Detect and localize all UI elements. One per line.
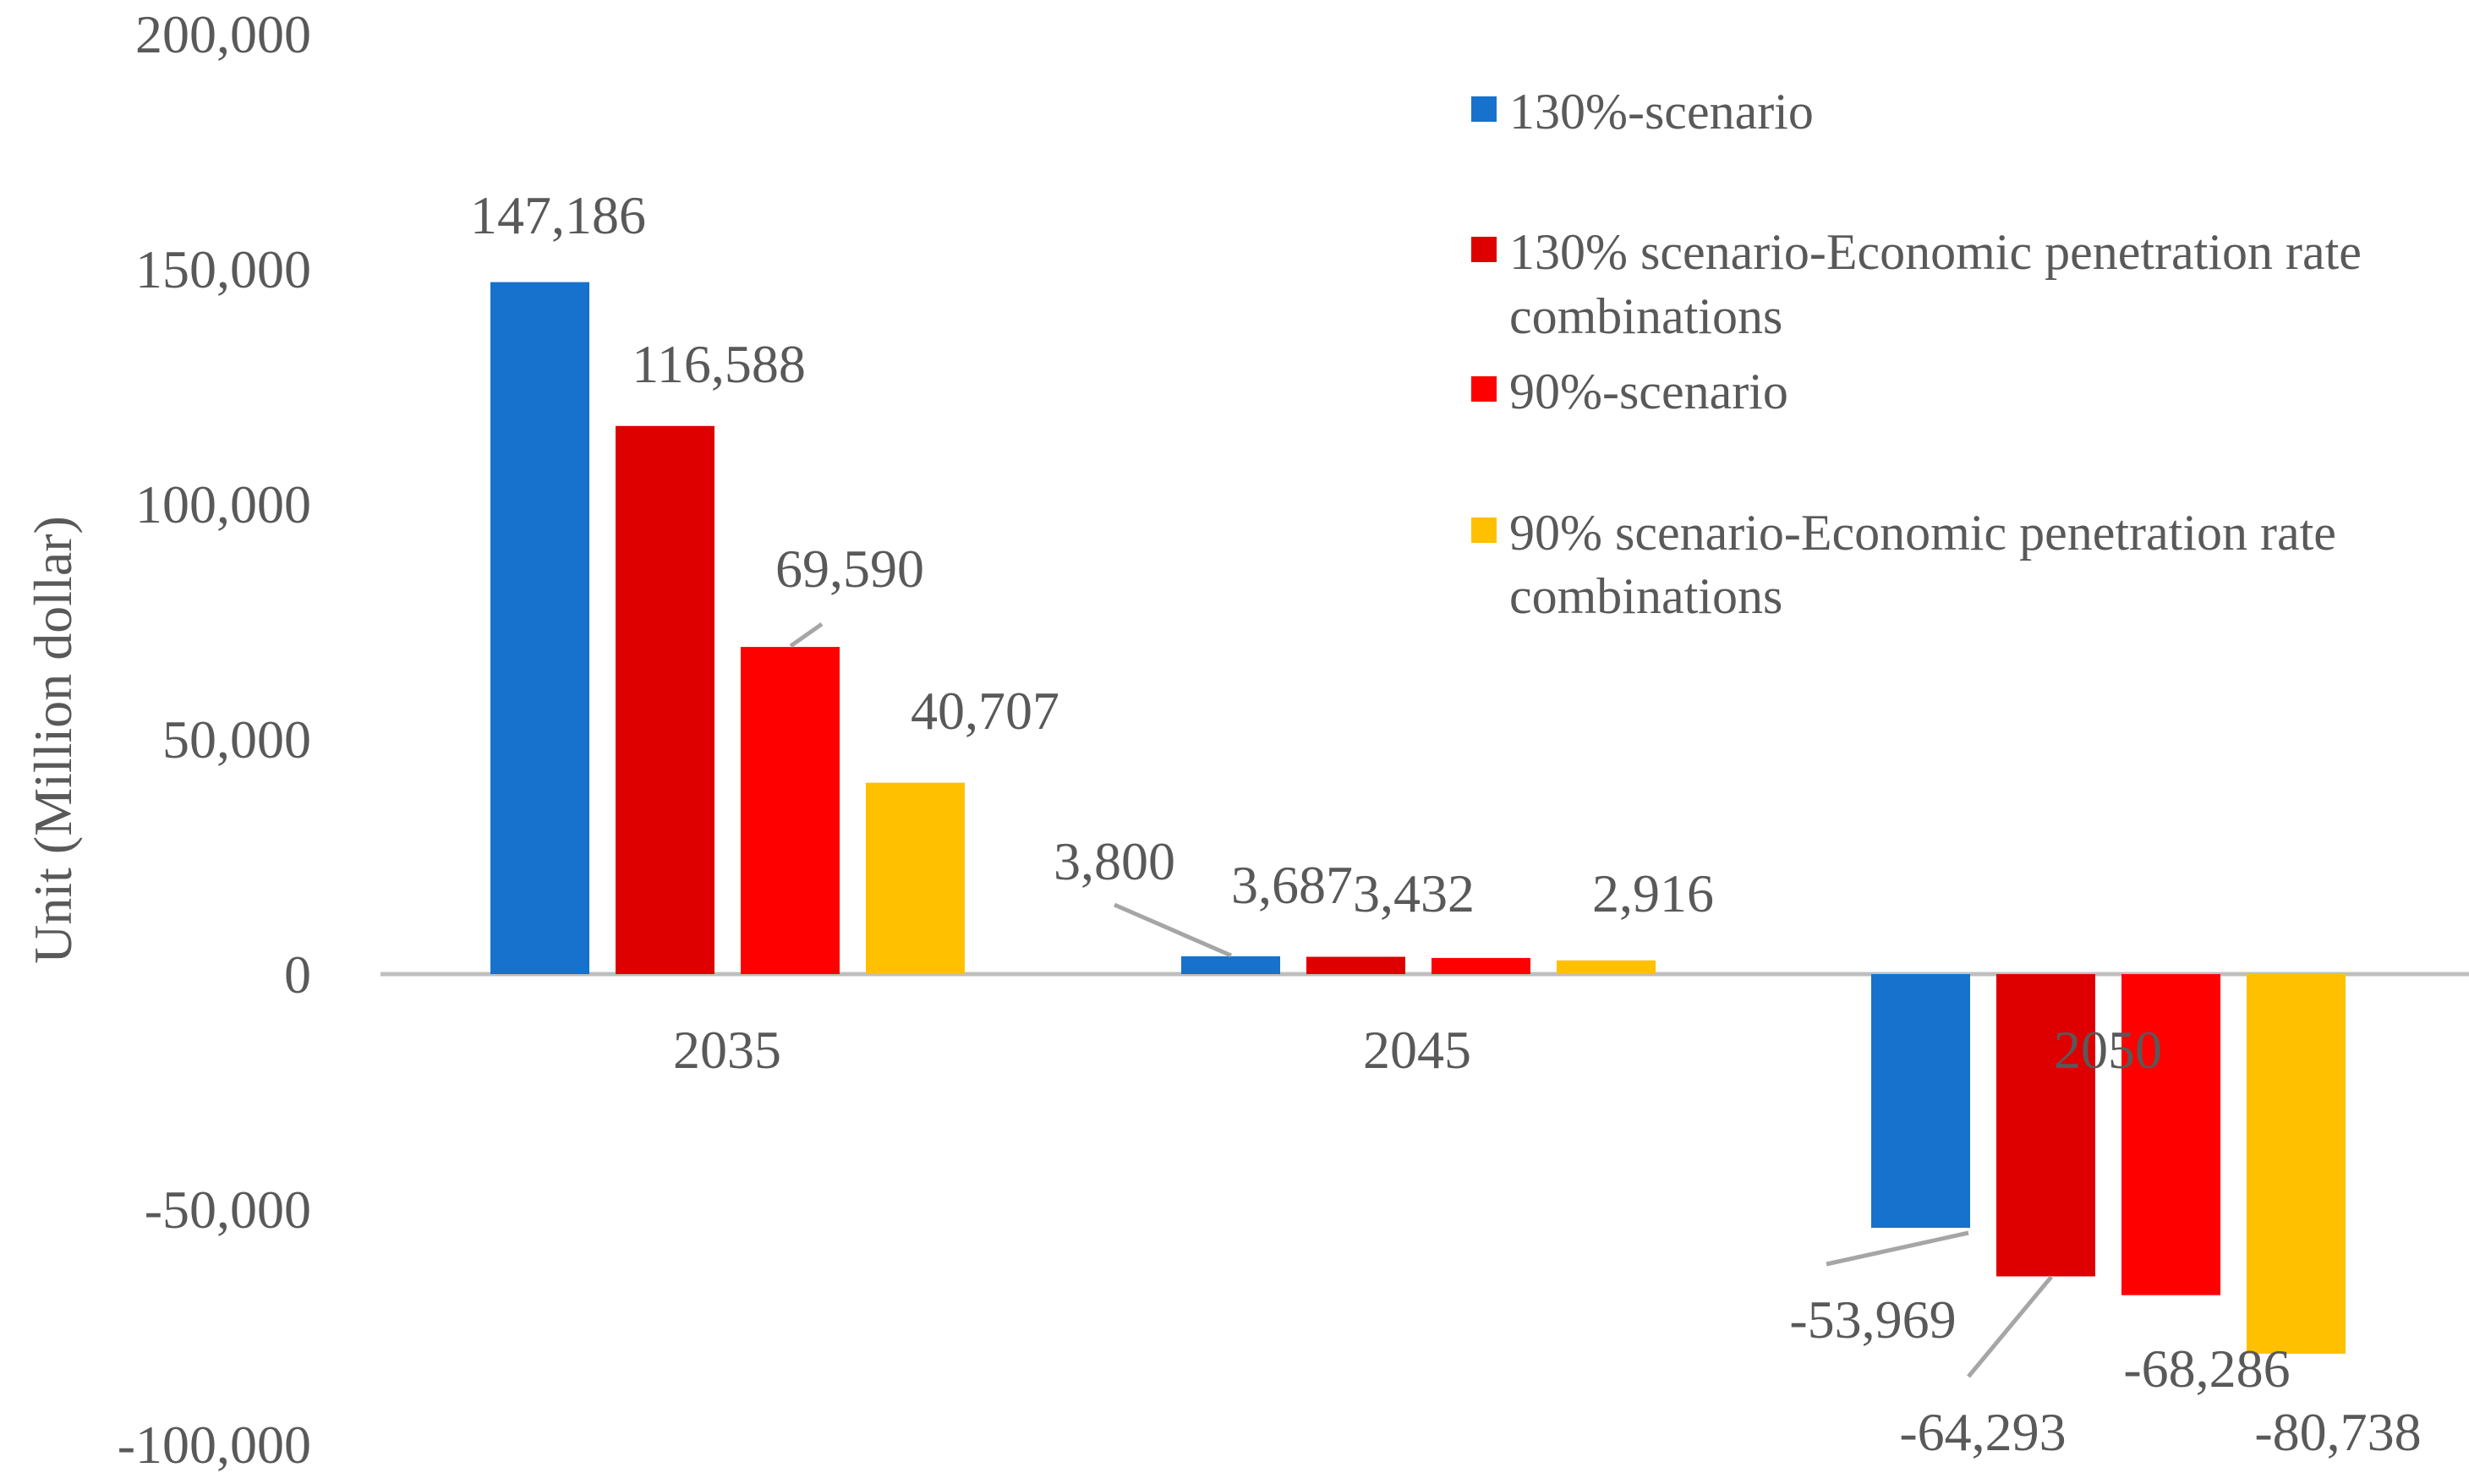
bar bbox=[1306, 956, 1405, 974]
legend-swatch bbox=[1471, 376, 1497, 402]
legend: 130%-scenario 130% scenario-Economic pene… bbox=[1471, 84, 2362, 624]
data-label: 3,687 bbox=[1231, 855, 1353, 915]
y-tick-label: -100,000 bbox=[118, 1415, 311, 1475]
bar bbox=[490, 282, 589, 974]
legend-label: 90%-scenario bbox=[1509, 364, 1788, 419]
legend-label: 130%-scenario bbox=[1509, 84, 1814, 140]
legend-label: 90% scenario-Economic penetration rate bbox=[1509, 505, 2336, 561]
legend-item: 90% scenario-Economic penetration rate co… bbox=[1471, 505, 2336, 624]
leader-line bbox=[1967, 1275, 2053, 1378]
legend-item: 130%-scenario bbox=[1471, 84, 1814, 140]
y-axis-ticks: 200,000 150,000 100,000 50,000 0 -50,000 -100,… bbox=[118, 4, 311, 1475]
bar bbox=[1996, 974, 2095, 1277]
y-tick-label: 150,000 bbox=[135, 239, 311, 299]
bar bbox=[2121, 974, 2220, 1295]
legend-swatch bbox=[1471, 517, 1497, 543]
y-tick-label: 200,000 bbox=[135, 4, 311, 64]
y-tick-label: 100,000 bbox=[135, 474, 311, 534]
bar bbox=[1871, 974, 1970, 1229]
data-label: -80,738 bbox=[2254, 1402, 2421, 1462]
y-tick-label: -50,000 bbox=[145, 1180, 311, 1240]
bar bbox=[866, 782, 965, 974]
data-labels: 147,186 116,588 69,590 40,707 3,800 3,687 3,43… bbox=[470, 185, 2422, 1462]
data-label: 2,916 bbox=[1592, 863, 1714, 923]
y-tick-label: 0 bbox=[284, 945, 311, 1005]
bar bbox=[616, 425, 714, 974]
legend-swatch bbox=[1471, 237, 1497, 262]
data-label: -68,286 bbox=[2123, 1339, 2290, 1399]
data-label: 3,800 bbox=[1054, 831, 1175, 891]
data-label: 3,432 bbox=[1353, 863, 1475, 923]
legend-label: combinations bbox=[1509, 568, 1782, 624]
bar bbox=[2247, 974, 2346, 1354]
leader-line bbox=[1826, 1230, 1969, 1267]
legend-swatch bbox=[1471, 96, 1497, 122]
data-label: 147,186 bbox=[470, 185, 646, 245]
data-label: -53,969 bbox=[1789, 1290, 1956, 1350]
legend-item: 90%-scenario bbox=[1471, 364, 1788, 419]
data-label: -64,293 bbox=[1899, 1402, 2066, 1462]
legend-label: 130% scenario-Economic penetration rate bbox=[1509, 224, 2362, 280]
leader-line bbox=[789, 622, 824, 649]
x-category-label: 2045 bbox=[1363, 1020, 1471, 1080]
data-label: 40,707 bbox=[911, 681, 1059, 741]
bar bbox=[1181, 956, 1280, 974]
leader-line bbox=[1114, 902, 1232, 958]
leader-lines bbox=[789, 622, 2053, 1378]
y-axis-title-group: Unit (Million dollar) bbox=[23, 516, 83, 964]
bar bbox=[1432, 957, 1530, 974]
bar-series bbox=[490, 282, 2346, 1354]
x-category-label: 2050 bbox=[2054, 1020, 2162, 1080]
y-tick-label: 50,000 bbox=[162, 709, 311, 769]
bar bbox=[741, 647, 840, 974]
legend-item: 130% scenario-Economic penetration rate c… bbox=[1471, 224, 2362, 344]
data-label: 69,590 bbox=[775, 539, 924, 599]
legend-label: combinations bbox=[1509, 288, 1782, 344]
x-category-label: 2035 bbox=[673, 1020, 781, 1080]
data-label: 116,588 bbox=[632, 334, 806, 394]
y-axis-title: Unit (Million dollar) bbox=[23, 516, 83, 964]
x-axis-categories: 2035 2045 2050 bbox=[673, 1020, 2162, 1080]
bar bbox=[1557, 960, 1656, 974]
